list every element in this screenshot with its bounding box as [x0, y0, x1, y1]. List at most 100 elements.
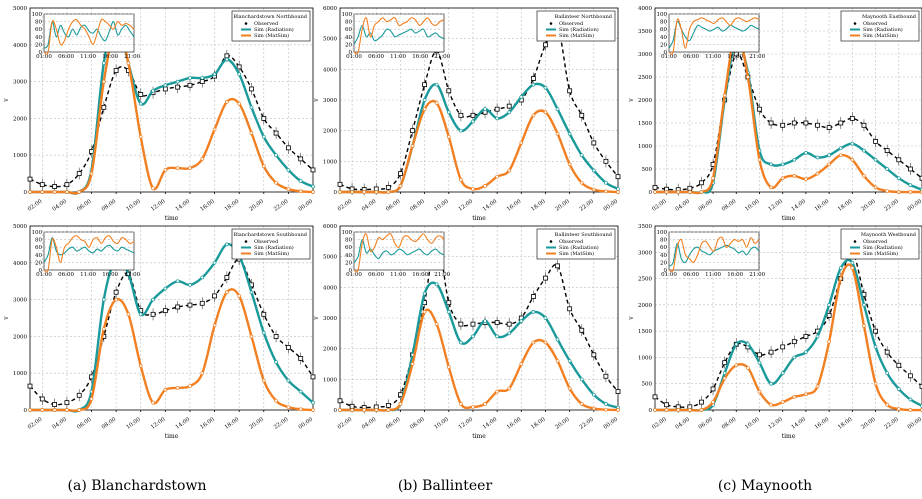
x-tick-label: 04:00	[361, 416, 378, 430]
observed-point	[285, 345, 291, 350]
x-tick-label: 18:00	[224, 416, 241, 430]
sim-point	[792, 174, 797, 178]
y-axis-title: v	[313, 316, 320, 321]
sim-point	[519, 362, 524, 366]
sim-point	[838, 153, 843, 158]
x-tick-label: 02:00	[337, 198, 354, 212]
observed-point	[76, 392, 82, 398]
x-tick-label: 06:00	[385, 416, 402, 430]
sim-point	[531, 310, 536, 314]
sim-point	[52, 190, 57, 194]
sim-point	[722, 376, 727, 381]
plot-frame	[654, 7, 922, 193]
sim-point	[804, 392, 808, 397]
sim-point	[40, 408, 45, 412]
sim-point	[446, 310, 451, 314]
legend-entry: Observed	[254, 239, 279, 245]
inset-y-tick-label: 20	[345, 260, 352, 266]
observed-point	[780, 122, 786, 128]
observed-point	[76, 171, 82, 177]
inset-x-tick-label: 11:00	[80, 272, 96, 278]
sim-point	[459, 177, 463, 182]
sim-point	[519, 141, 524, 145]
observed-point	[579, 112, 585, 118]
sim-point	[362, 190, 367, 194]
observed-point	[446, 300, 452, 306]
sim-point	[711, 400, 715, 404]
x-tick-label: 14:00	[791, 416, 808, 430]
inset-x-tick-label: 21:00	[749, 54, 765, 60]
x-tick-label: 22:00	[273, 198, 290, 212]
inset-y-tick-label: 60	[35, 245, 42, 251]
observed-point	[458, 321, 464, 327]
y-tick-label: 5000	[13, 224, 27, 230]
observed-point	[555, 263, 560, 269]
observed-point	[175, 84, 181, 90]
inset-y-tick-label: 60	[660, 245, 667, 251]
sim-point	[398, 184, 403, 188]
sim-point	[862, 303, 866, 307]
inset-x-tick-label: 01:00	[346, 54, 362, 60]
observed-point	[470, 112, 476, 118]
inset-x-tick-label: 06:00	[58, 272, 74, 278]
sim-point	[101, 297, 106, 302]
y-tick-label: 3500	[638, 224, 652, 230]
y-tick-label: 6000	[323, 6, 337, 12]
inset-x-tick-label: 11:00	[705, 272, 721, 278]
sim-point	[249, 334, 254, 339]
sim-point	[274, 180, 278, 185]
observed-point	[199, 79, 205, 84]
x-tick-label: 22:00	[579, 416, 596, 430]
observed-point	[410, 128, 415, 134]
observed-point	[27, 176, 33, 182]
observed-point	[849, 116, 855, 121]
sim-point	[519, 319, 524, 323]
sim-point	[261, 134, 266, 139]
observed-point	[64, 182, 70, 188]
sim-point	[274, 398, 278, 403]
observed-point	[337, 181, 343, 187]
inset-y-tick-label: 20	[35, 260, 42, 266]
inset-series-line	[353, 17, 445, 55]
sim-point	[850, 157, 855, 162]
inset-y-tick-label: 100	[657, 230, 668, 236]
observed-point	[838, 120, 844, 126]
inset-y-tick-label: 40	[660, 35, 667, 41]
sim-point	[249, 105, 254, 110]
sim-point	[311, 400, 315, 405]
sim-point	[200, 157, 205, 161]
x-tick-label: 20:00	[860, 416, 877, 430]
observed-point	[298, 356, 304, 361]
y-tick-label: 3000	[13, 298, 27, 304]
inset-x-tick-label: 11:00	[390, 272, 406, 278]
y-tick-label: 4000	[13, 261, 27, 267]
sim-point	[908, 408, 913, 412]
sim-point	[188, 384, 192, 388]
sim-point	[579, 377, 584, 382]
y-tick-label: 5000	[323, 37, 337, 43]
sim-point	[769, 162, 773, 167]
sim-point	[286, 168, 291, 172]
sim-point	[101, 79, 106, 84]
sim-point	[579, 180, 584, 185]
inset-x-tick-label: 06:00	[58, 54, 74, 60]
x-axis-title: time	[782, 433, 796, 440]
sim-point	[126, 271, 131, 276]
observed-point	[907, 373, 913, 379]
inset-y-tick-label: 20	[660, 42, 667, 48]
inset-y-tick-label: 20	[660, 260, 667, 266]
sim-point	[543, 340, 548, 345]
inset-y-tick-label: 100	[657, 12, 668, 18]
y-tick-label: 0	[649, 408, 653, 414]
y-axis-title: v	[313, 98, 320, 103]
observed-point	[710, 386, 716, 392]
sim-point	[734, 363, 739, 368]
legend-marker	[549, 22, 553, 25]
sim-point	[769, 185, 773, 190]
observed-point	[687, 185, 693, 191]
sim-point	[908, 397, 913, 402]
y-tick-label: 1000	[13, 371, 27, 377]
sim-point	[286, 378, 291, 383]
